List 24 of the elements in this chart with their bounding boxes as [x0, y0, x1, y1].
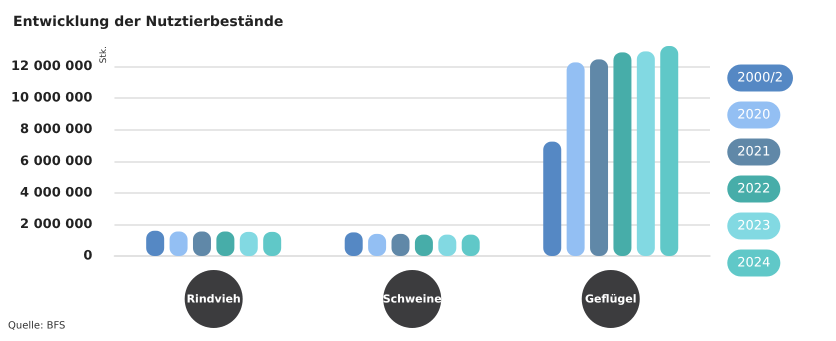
- text: 2000/2: [737, 70, 784, 86]
- text: 2024: [737, 256, 770, 270]
- y-tick-label: 4 000 000: [20, 185, 92, 200]
- text: 2020: [737, 108, 770, 122]
- bar: [590, 59, 608, 256]
- bar: [660, 46, 678, 256]
- bar: [566, 62, 585, 256]
- text: 2022: [737, 182, 770, 196]
- bar: [543, 142, 562, 256]
- x-tick-label: Geflügel: [584, 292, 637, 306]
- y-tick-label: 6 000 000: [20, 154, 92, 169]
- source-note: Quelle: BFS: [8, 320, 66, 332]
- y-tick-label: 2 000 000: [20, 216, 92, 232]
- x-tick-label: Rindvieh: [186, 292, 241, 306]
- text: 2021: [737, 144, 770, 160]
- y-tick-label: 0: [83, 248, 92, 264]
- y-tick-label: 10 000 000: [10, 90, 92, 106]
- bar: [613, 52, 632, 256]
- bar: [636, 51, 655, 256]
- chart-title: Entwicklung der Nutztierbestände: [13, 14, 284, 30]
- text: 2023: [737, 218, 770, 234]
- y-tick-label: 12 000 000: [10, 59, 92, 74]
- y-axis-title: Stk.: [98, 46, 109, 64]
- y-tick-label: 8 000 000: [20, 122, 92, 138]
